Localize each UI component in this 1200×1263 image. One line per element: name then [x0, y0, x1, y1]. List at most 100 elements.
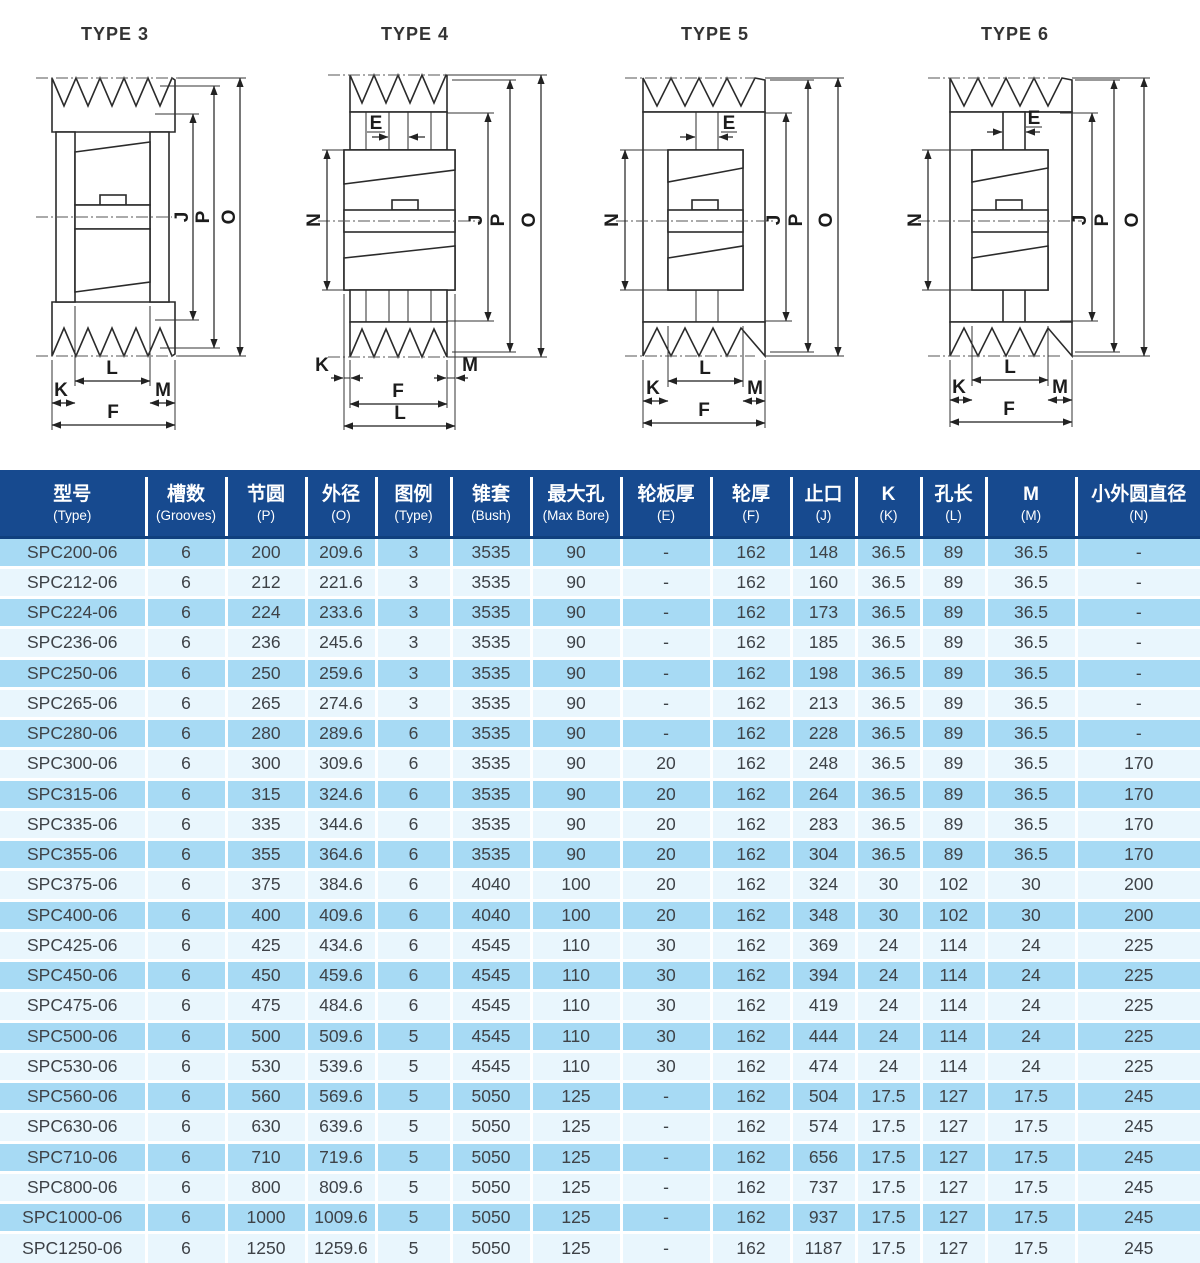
table-row: SPC200-06 6 200 209.6 3 3535 90-162 148 36.5 89 36…: [0, 535, 1200, 569]
table-cell: 127: [919, 1140, 988, 1174]
table-cell: 24: [984, 1019, 1078, 1053]
header-row: 型号 (Type) 槽数 (Grooves) 节圆 (P) 外径 (O) 图例 (Type) 锥套(…: [0, 470, 1200, 539]
table-cell: 17.5: [984, 1079, 1078, 1114]
dim-label-N: N: [304, 213, 325, 227]
table-cell: 1259.6: [304, 1231, 378, 1263]
table-cell: 475: [224, 989, 308, 1023]
table-cell: 162: [709, 1231, 793, 1263]
table-cell: 24: [984, 928, 1078, 963]
table-cell: 209.6: [304, 535, 378, 569]
table-cell: 3535: [449, 686, 533, 721]
dim-label-M: M: [155, 380, 171, 401]
table-cell: 6: [144, 1079, 228, 1114]
table-cell: 212: [224, 565, 308, 600]
table-cell: 90: [529, 716, 623, 751]
spec-table: 型号 (Type) 槽数 (Grooves) 节圆 (P) 外径 (O) 图例 (Type) 锥套(…: [0, 470, 1200, 1263]
column-header: 小外圆直径 (N): [1074, 470, 1200, 539]
table-cell: 3535: [449, 747, 533, 781]
table-cell: 36.5: [984, 626, 1078, 660]
table-cell: 719.6: [304, 1140, 378, 1174]
table-cell: 274.6: [304, 686, 378, 721]
dim-label-M: M: [1052, 377, 1068, 398]
table-cell: -: [619, 595, 713, 630]
table-cell: 90: [529, 656, 623, 690]
column-header: 图例 (Type): [374, 470, 453, 539]
table-cell: -: [619, 565, 713, 600]
table-cell: 24: [984, 1049, 1078, 1084]
table-cell: 24: [854, 928, 923, 963]
table-cell: -: [619, 716, 713, 751]
table-cell: 245: [1074, 1140, 1200, 1174]
column-header: 孔长 (L): [919, 470, 988, 539]
table-cell: 162: [709, 928, 793, 963]
table-cell: 6: [144, 1110, 228, 1144]
table-cell: 4545: [449, 928, 533, 963]
table-cell: 170: [1074, 747, 1200, 781]
table-cell: 245: [1074, 1170, 1200, 1205]
table-cell: 125: [529, 1170, 623, 1205]
table-cell: 170: [1074, 807, 1200, 842]
table-cell: 162: [709, 1110, 793, 1144]
table-cell: 1250: [224, 1231, 308, 1263]
table-row: SPC212-06 6 212 221.6 3 3535 90-162 160 36.5 89 36…: [0, 565, 1200, 600]
table-cell: 24: [854, 1019, 923, 1053]
table-cell: 162: [709, 595, 793, 630]
dim-label-O: O: [519, 213, 540, 228]
table-cell: 114: [919, 1019, 988, 1053]
table-cell: 110: [529, 1019, 623, 1053]
table-cell: 224: [224, 595, 308, 630]
dim-label-K: K: [646, 378, 660, 399]
table-cell: 17.5: [984, 1200, 1078, 1235]
table-cell: 17.5: [854, 1110, 923, 1144]
table-cell: 89: [919, 777, 988, 811]
table-cell: 409.6: [304, 898, 378, 932]
table-cell: 236: [224, 626, 308, 660]
table-cell: 6: [374, 747, 453, 781]
table-cell: 4545: [449, 989, 533, 1023]
pulley-diagram-type-3-svg: J P O L K M F: [36, 75, 246, 430]
table-row: SPC1000-06 6 1000 1009.6 5 5050 125-162 937 17.5…: [0, 1200, 1200, 1235]
table-cell: 1187: [789, 1231, 858, 1263]
column-header: 外径 (O): [304, 470, 378, 539]
table-cell: -: [1074, 686, 1200, 721]
table-cell: 4040: [449, 868, 533, 902]
table-row: SPC560-06 6 560 569.6 5 5050 125-162 504 17.5 127…: [0, 1079, 1200, 1114]
table-cell: 173: [789, 595, 858, 630]
dim-label-J: J: [466, 215, 487, 226]
dim-label-E: E: [1028, 108, 1041, 129]
table-cell: 24: [854, 1049, 923, 1084]
table-cell: 90: [529, 565, 623, 600]
table-cell: 127: [919, 1110, 988, 1144]
table-cell: 89: [919, 716, 988, 751]
table-cell: 89: [919, 807, 988, 842]
table-cell: 162: [709, 565, 793, 600]
table-cell: SPC560-06: [0, 1079, 148, 1114]
table-cell: SPC800-06: [0, 1170, 148, 1205]
table-cell: 6: [144, 868, 228, 902]
table-cell: 162: [709, 1170, 793, 1205]
table-cell: 5: [374, 1019, 453, 1053]
table-cell: SPC1250-06: [0, 1231, 148, 1263]
table-cell: 225: [1074, 1019, 1200, 1053]
table-cell: -: [619, 686, 713, 721]
pulley-diagram-type-6-svg: E N J P O: [905, 76, 1150, 427]
table-cell: 17.5: [984, 1170, 1078, 1205]
table-cell: 6: [374, 777, 453, 811]
table-cell: SPC1000-06: [0, 1200, 148, 1235]
table-cell: 162: [709, 747, 793, 781]
table-cell: 394: [789, 958, 858, 993]
table-row: SPC250-06 6 250 259.6 3 3535 90-162 198 36.5 89 36…: [0, 656, 1200, 690]
table-cell: SPC236-06: [0, 626, 148, 660]
table-cell: 200: [224, 535, 308, 569]
table-cell: SPC450-06: [0, 958, 148, 993]
table-cell: 162: [709, 656, 793, 690]
dim-label-J: J: [764, 215, 785, 226]
table-cell: 36.5: [854, 716, 923, 751]
table-cell: 315: [224, 777, 308, 811]
table-cell: 36.5: [854, 656, 923, 690]
table-cell: 6: [144, 1170, 228, 1205]
table-cell: 6: [374, 716, 453, 751]
table-cell: 4545: [449, 1019, 533, 1053]
table-cell: -: [619, 1170, 713, 1205]
table-cell: 6: [374, 837, 453, 872]
